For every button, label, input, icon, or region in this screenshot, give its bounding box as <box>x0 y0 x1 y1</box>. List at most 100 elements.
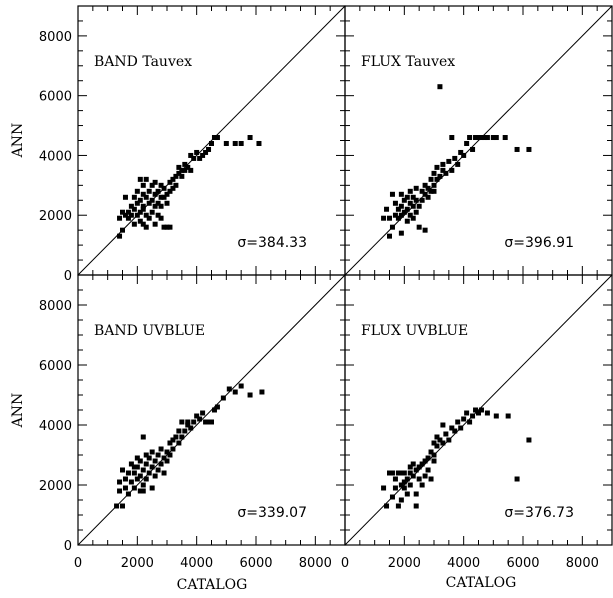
data-point <box>140 182 146 188</box>
data-point <box>149 449 155 455</box>
data-point <box>146 200 152 206</box>
data-point <box>120 503 125 509</box>
data-point <box>452 155 458 161</box>
data-point <box>464 410 470 416</box>
data-point <box>122 212 128 218</box>
data-point <box>452 428 458 434</box>
data-point <box>152 191 158 197</box>
data-point <box>431 458 437 464</box>
data-point <box>434 176 440 182</box>
data-point <box>194 149 200 155</box>
y-tick-label: 0 <box>64 269 72 284</box>
sigma-label: σ=396.91 <box>504 235 574 251</box>
data-point <box>449 135 455 141</box>
y-tick-label: 8000 <box>39 299 72 314</box>
data-point <box>410 473 416 479</box>
data-point <box>440 422 446 428</box>
data-point <box>206 419 212 425</box>
data-point <box>392 485 398 491</box>
data-point <box>505 413 511 419</box>
x-tick-label: 8000 <box>299 556 332 571</box>
data-point <box>176 164 182 170</box>
data-point <box>161 455 167 461</box>
data-point <box>155 188 161 194</box>
data-point <box>137 218 143 224</box>
data-point <box>125 209 131 215</box>
panel-label: BAND UVBLUE <box>94 323 205 339</box>
data-point <box>155 452 161 458</box>
data-point <box>203 149 209 155</box>
data-point <box>134 455 140 461</box>
panels-group: 0 2000 4000 6000 8000 BAND Tauvex σ=384.33 FLUX… <box>39 5 613 571</box>
data-point <box>387 470 392 476</box>
data-point <box>120 467 125 473</box>
data-point <box>137 176 143 182</box>
data-point <box>155 200 161 206</box>
data-point <box>200 410 206 416</box>
data-point <box>128 212 134 218</box>
data-point <box>449 167 455 173</box>
data-point <box>431 188 437 194</box>
data-point <box>455 419 461 425</box>
data-point <box>440 167 446 173</box>
data-point <box>155 467 161 473</box>
data-point <box>401 197 407 203</box>
data-point <box>206 146 212 152</box>
data-point <box>185 419 191 425</box>
data-point <box>122 194 128 200</box>
data-point <box>152 221 158 227</box>
data-point <box>143 476 149 482</box>
data-point <box>164 191 170 197</box>
data-point <box>422 191 428 197</box>
data-point <box>404 491 410 497</box>
data-point <box>152 203 158 209</box>
data-point <box>484 410 490 416</box>
data-point <box>428 476 434 482</box>
data-point <box>161 224 167 230</box>
data-point <box>416 464 422 470</box>
data-point <box>185 164 191 170</box>
data-point <box>140 434 146 440</box>
reference-line <box>344 5 613 276</box>
data-point <box>259 389 265 395</box>
data-point <box>389 224 395 230</box>
data-point <box>407 464 413 470</box>
data-point <box>167 452 173 458</box>
data-point <box>164 200 170 206</box>
data-point <box>137 488 143 494</box>
data-point <box>413 467 419 473</box>
data-point <box>416 476 422 482</box>
data-point <box>413 491 419 497</box>
data-point <box>398 203 404 209</box>
data-point <box>137 458 143 464</box>
data-point <box>413 185 419 191</box>
data-point <box>167 188 173 194</box>
data-point <box>467 419 473 425</box>
data-point <box>407 482 413 488</box>
data-point <box>407 200 413 206</box>
data-point <box>161 194 167 200</box>
data-point <box>211 407 217 413</box>
data-point <box>176 170 182 176</box>
data-point <box>185 422 191 428</box>
data-point <box>122 476 128 482</box>
data-point <box>214 135 220 141</box>
data-point <box>158 194 164 200</box>
data-point <box>410 194 416 200</box>
panel-label: FLUX UVBLUE <box>361 323 468 339</box>
data-point <box>203 419 209 425</box>
data-point <box>164 458 170 464</box>
data-point <box>389 470 395 476</box>
data-point <box>413 503 419 509</box>
data-point <box>140 221 146 227</box>
data-point <box>149 485 155 491</box>
panel-3: 0 2000 4000 6000 8000 0 2000 4000 6000 8000 BAND U… <box>39 274 346 571</box>
data-point <box>164 449 170 455</box>
data-point <box>182 167 188 173</box>
data-point <box>143 461 149 467</box>
data-point <box>125 215 131 221</box>
sigma-label: σ=339.07 <box>237 505 307 521</box>
data-point <box>211 135 217 141</box>
data-point <box>120 227 125 233</box>
data-point <box>140 206 146 212</box>
